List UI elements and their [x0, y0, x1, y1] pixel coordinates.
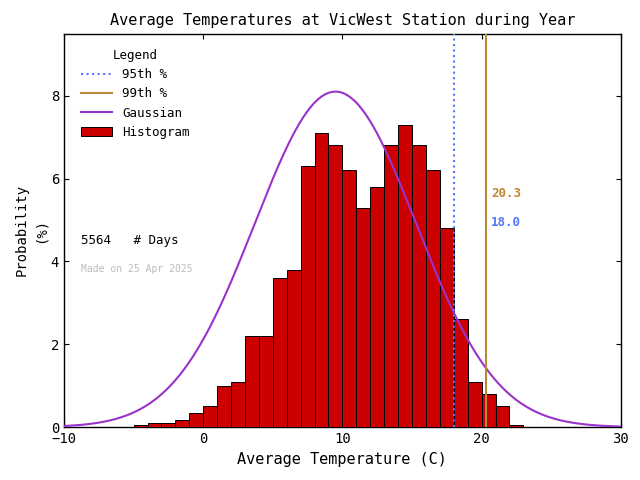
Bar [370, 187, 384, 427]
Bar [217, 386, 231, 427]
Bar [328, 145, 342, 427]
Bar [245, 336, 259, 427]
Bar [468, 382, 482, 427]
Bar [287, 270, 301, 427]
Bar [134, 425, 147, 427]
Bar [384, 145, 398, 427]
Bar [412, 145, 426, 427]
Bar [454, 320, 468, 427]
Bar [356, 208, 370, 427]
Bar [259, 336, 273, 427]
Title: Average Temperatures at VicWest Station during Year: Average Temperatures at VicWest Station … [109, 13, 575, 28]
Text: 5564   # Days: 5564 # Days [81, 234, 178, 247]
Text: 18.0: 18.0 [492, 216, 522, 229]
Bar [509, 425, 524, 427]
Bar [204, 407, 217, 427]
Text: Made on 25 Apr 2025: Made on 25 Apr 2025 [81, 264, 193, 274]
Bar [398, 125, 412, 427]
Y-axis label: Probability
(%): Probability (%) [15, 184, 48, 276]
Legend: 95th %, 99th %, Gaussian, Histogram: 95th %, 99th %, Gaussian, Histogram [76, 44, 195, 144]
Text: 20.3: 20.3 [492, 187, 522, 200]
Bar [481, 394, 495, 427]
Bar [301, 166, 315, 427]
Bar [315, 133, 328, 427]
Bar [426, 170, 440, 427]
X-axis label: Average Temperature (C): Average Temperature (C) [237, 452, 447, 467]
Bar [189, 413, 204, 427]
Bar [147, 423, 161, 427]
Bar [231, 382, 245, 427]
Bar [342, 170, 356, 427]
Bar [495, 407, 509, 427]
Bar [440, 228, 454, 427]
Bar [161, 423, 175, 427]
Bar [175, 420, 189, 427]
Bar [273, 278, 287, 427]
